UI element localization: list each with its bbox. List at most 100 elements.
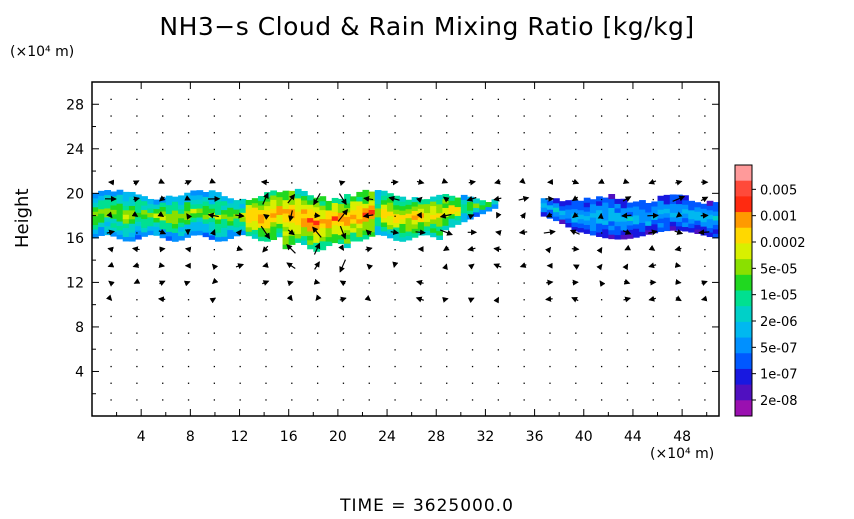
vector-arrow xyxy=(571,297,579,303)
field-cell xyxy=(276,227,284,233)
vector-arrow xyxy=(519,212,526,219)
field-cell xyxy=(553,211,560,217)
field-cell xyxy=(417,217,425,223)
field-cell xyxy=(208,225,216,231)
field-cell xyxy=(165,231,173,237)
field-cell xyxy=(221,236,228,242)
field-cell xyxy=(257,218,265,224)
field-cell xyxy=(214,223,222,229)
field-cell xyxy=(128,236,136,242)
field-cell xyxy=(436,221,443,227)
field-cell xyxy=(614,198,622,204)
vector-dot xyxy=(187,165,190,167)
vector-arrow xyxy=(286,294,293,302)
field-cell xyxy=(214,200,222,207)
field-cell xyxy=(602,206,609,212)
vector-arrow xyxy=(494,178,501,185)
vector-dot xyxy=(523,249,525,251)
field-cell xyxy=(350,227,357,233)
field-cell xyxy=(135,207,142,213)
vector-dot xyxy=(523,349,525,351)
field-cell xyxy=(350,209,357,215)
field-cell xyxy=(128,218,136,224)
vector-dot xyxy=(600,198,603,201)
x-axis-unit: (×10⁴ m) xyxy=(650,446,715,462)
field-cell xyxy=(227,202,234,208)
vector-dot xyxy=(187,98,190,100)
vector-dot xyxy=(523,115,525,117)
field-cell xyxy=(221,196,228,202)
field-cell xyxy=(485,202,493,208)
field-cell xyxy=(565,222,573,228)
field-cell xyxy=(276,209,284,216)
field-cell xyxy=(399,223,407,229)
field-cell xyxy=(602,219,609,225)
field-cell xyxy=(565,213,573,219)
vector-dot xyxy=(342,115,345,117)
vector-dot xyxy=(549,132,551,134)
field-cell xyxy=(98,204,105,210)
field-cell xyxy=(92,233,99,239)
field-cell xyxy=(294,224,302,230)
field-cell xyxy=(270,226,278,232)
field-cell xyxy=(577,205,585,211)
field-cell xyxy=(257,200,265,206)
field-cell xyxy=(626,215,634,221)
field-cell xyxy=(98,190,105,196)
vector-arrow xyxy=(390,179,399,186)
field-cell xyxy=(98,208,105,214)
field-cell xyxy=(301,195,308,201)
field-cell xyxy=(565,200,573,206)
field-cell xyxy=(325,241,333,247)
field-cell xyxy=(202,232,210,238)
field-cell xyxy=(368,191,376,197)
field-cell xyxy=(700,208,708,214)
field-cell xyxy=(620,221,628,227)
field-cell xyxy=(657,200,665,206)
field-cell xyxy=(344,225,351,231)
field-cell xyxy=(466,201,474,207)
field-cell xyxy=(331,215,339,221)
field-cell xyxy=(264,196,271,202)
field-cell xyxy=(196,199,204,205)
field-cell xyxy=(270,217,278,223)
vector-arrow xyxy=(262,192,269,205)
field-cell xyxy=(301,239,308,246)
field-cell xyxy=(350,236,357,242)
field-cell xyxy=(270,199,278,205)
time-readout: TIME = 3625000.0 xyxy=(340,496,514,516)
field-cell xyxy=(596,196,603,202)
field-cell xyxy=(288,235,296,241)
vector-dot xyxy=(394,315,396,318)
field-cell xyxy=(380,226,388,232)
field-cell xyxy=(399,210,407,216)
vector-dot xyxy=(368,282,370,284)
vector-arrow xyxy=(236,245,244,252)
vector-arrow xyxy=(648,178,657,185)
vector-dot xyxy=(136,332,138,334)
field-cell xyxy=(116,189,124,195)
vector-dot xyxy=(213,349,216,351)
vector-dot xyxy=(420,265,422,267)
vector-dot xyxy=(110,148,112,151)
field-cell xyxy=(104,203,112,209)
field-cell xyxy=(104,216,112,222)
vector-arrow xyxy=(131,211,139,217)
vector-arrow xyxy=(315,294,322,302)
vector-dot xyxy=(678,332,680,334)
field-cell xyxy=(159,215,167,221)
field-cell xyxy=(122,218,130,224)
vector-arrow xyxy=(314,261,320,270)
field-cell xyxy=(221,205,228,211)
field-cell xyxy=(227,225,234,231)
vector-dot xyxy=(162,132,164,134)
field-cell xyxy=(344,216,351,222)
field-cell xyxy=(116,216,124,222)
vector-dot xyxy=(471,349,474,351)
field-cell xyxy=(319,205,327,211)
field-cell xyxy=(294,220,302,226)
vector-dot xyxy=(575,132,577,134)
field-cell xyxy=(344,229,351,235)
field-cell xyxy=(688,223,696,229)
vector-dot xyxy=(600,365,603,368)
